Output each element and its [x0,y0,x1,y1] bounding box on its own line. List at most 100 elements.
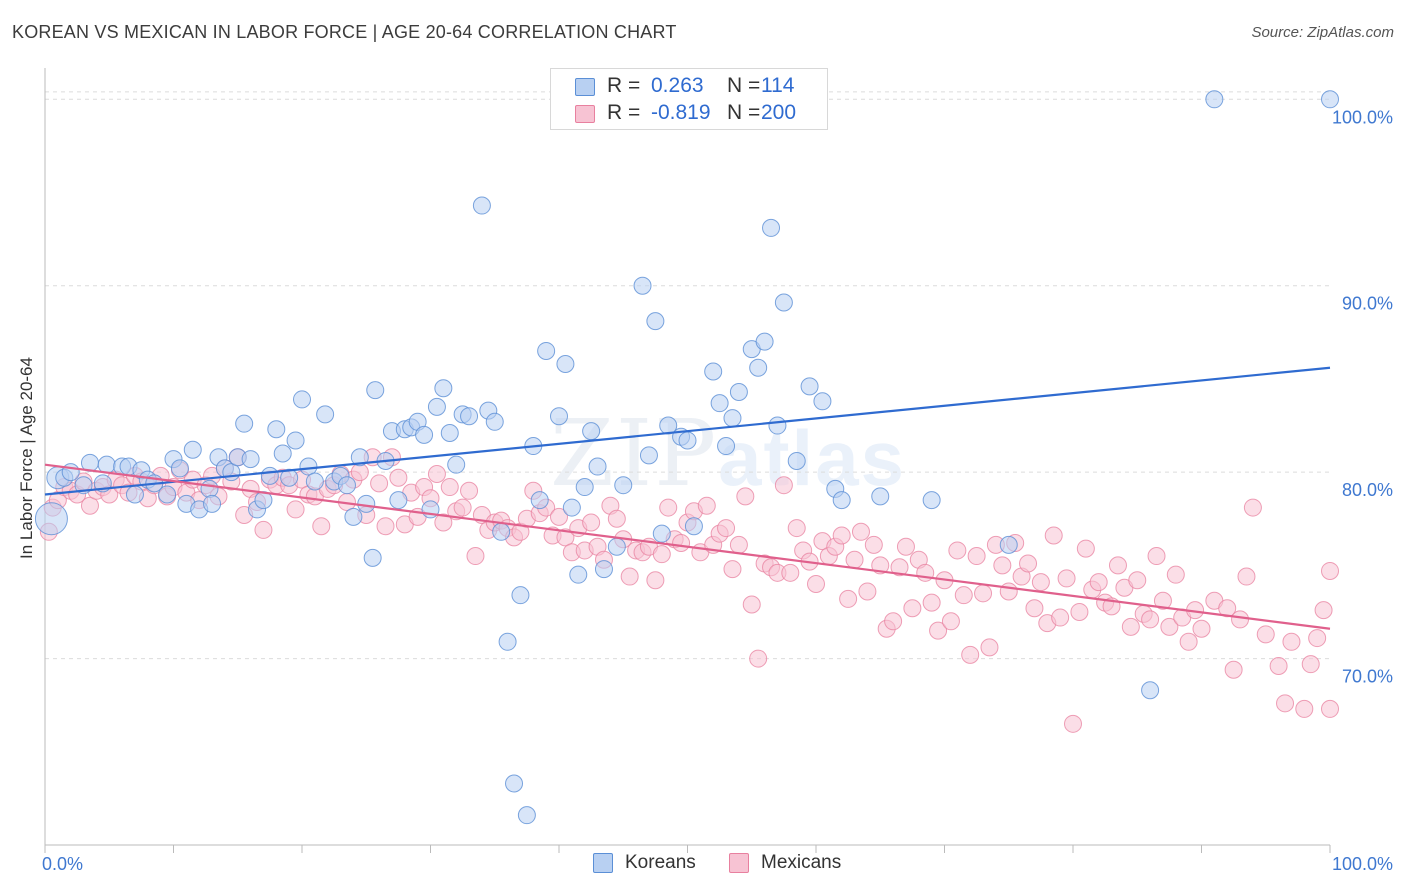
mexican-point [607,509,626,528]
korean-point [34,502,68,536]
mexican-point [440,478,459,497]
mexican-point [1308,629,1327,648]
korean-point [299,457,318,476]
mexican-point [1231,610,1250,629]
y-tick-label: 80.0% [1342,480,1393,500]
mexican-point [1025,599,1044,618]
mexican-point [736,487,755,506]
legend-n-label: N = [727,74,761,97]
korean-point [344,507,363,526]
korean-point [492,522,511,541]
korean-point [350,448,369,467]
korean-point [678,431,697,450]
mexican-point [427,465,446,484]
korean-point [768,416,787,435]
mexican-point [961,645,980,664]
mexican-point [807,575,825,593]
mexican-point [80,496,99,515]
mexican-point [1121,617,1140,636]
korean-point [427,397,446,416]
mexican-point [787,519,806,538]
mexican-point [929,621,948,640]
korean-point [97,455,116,474]
korean-point [203,494,222,513]
korean-point [614,476,633,495]
korean-point [922,491,941,510]
mexican-point [1276,694,1295,713]
mexican-point [1031,573,1050,592]
mexican-point [646,571,665,590]
mexican-point [903,599,922,618]
mexican-point [832,526,851,545]
korean-point [293,390,311,409]
mexican-point [620,567,639,586]
mexican-point [871,556,890,575]
y-tick-label: 90.0% [1342,294,1393,314]
mexican-point [858,582,877,601]
mexican-point [697,496,716,515]
mexican-point [864,535,883,554]
mexican-point [999,582,1018,601]
mexican-point [1057,569,1076,588]
korean-point [749,358,768,377]
mexican-point [941,612,960,631]
y-axis-label: In Labor Force | Age 20-64 [17,357,36,559]
mexican-point [1301,655,1320,674]
mexican-point [742,595,761,614]
mexican-point [453,498,472,517]
korean-point [704,362,723,381]
mexican-point [1192,619,1211,638]
korean-point [646,312,665,331]
korean-point [530,491,549,510]
mexican-point [556,528,575,547]
korean-point [434,379,453,398]
mexican-point [1147,547,1166,566]
korean-point [569,565,588,584]
korean-point [280,468,299,487]
mexican-point [672,533,691,552]
korean-point [415,425,434,444]
korean-point [594,560,613,579]
bottom-legend-swatch-mexicans [729,853,749,873]
legend-n-value-koreans: 114 [761,74,795,97]
mexican-point [723,560,742,579]
mexican-point [1044,526,1063,545]
legend-r-value-koreans: 0.263 [651,74,704,97]
mexican-point [993,556,1012,575]
mexican-point [845,550,864,569]
mexican-point [1321,561,1339,580]
mexican-point [1166,565,1185,584]
mexican-point [1153,591,1172,610]
korean-point [556,355,575,374]
mexican-point [1089,573,1108,592]
korean-point [158,485,177,504]
korean-point [286,431,305,450]
mexican-point [781,563,800,582]
korean-point [1141,681,1160,700]
mexican-point [389,468,408,487]
mexican-point [1160,617,1179,636]
korean-point [755,332,774,351]
chart-title: KOREAN VS MEXICAN IN LABOR FORCE | AGE 2… [12,22,677,42]
mexican-point [434,513,453,532]
mexican-point [948,541,967,560]
mexican-point [1141,610,1160,629]
korean-point [460,407,479,426]
mexican-point [1070,602,1089,621]
trend-lines [44,366,1331,630]
mexican-point [1108,556,1127,575]
mexican-point [851,522,870,541]
mexican-point [1295,699,1314,718]
korean-point [366,381,385,400]
mexican-point [974,584,993,603]
korean-point [639,446,658,465]
korean-point [511,586,530,605]
mexican-point [254,520,273,539]
korean-point [684,517,703,536]
korean-point [498,632,517,651]
legend-n-value-mexicans: 200 [761,101,797,124]
korean-point [316,405,335,424]
mexican-point [1051,608,1070,627]
mexican-point [1237,567,1256,586]
